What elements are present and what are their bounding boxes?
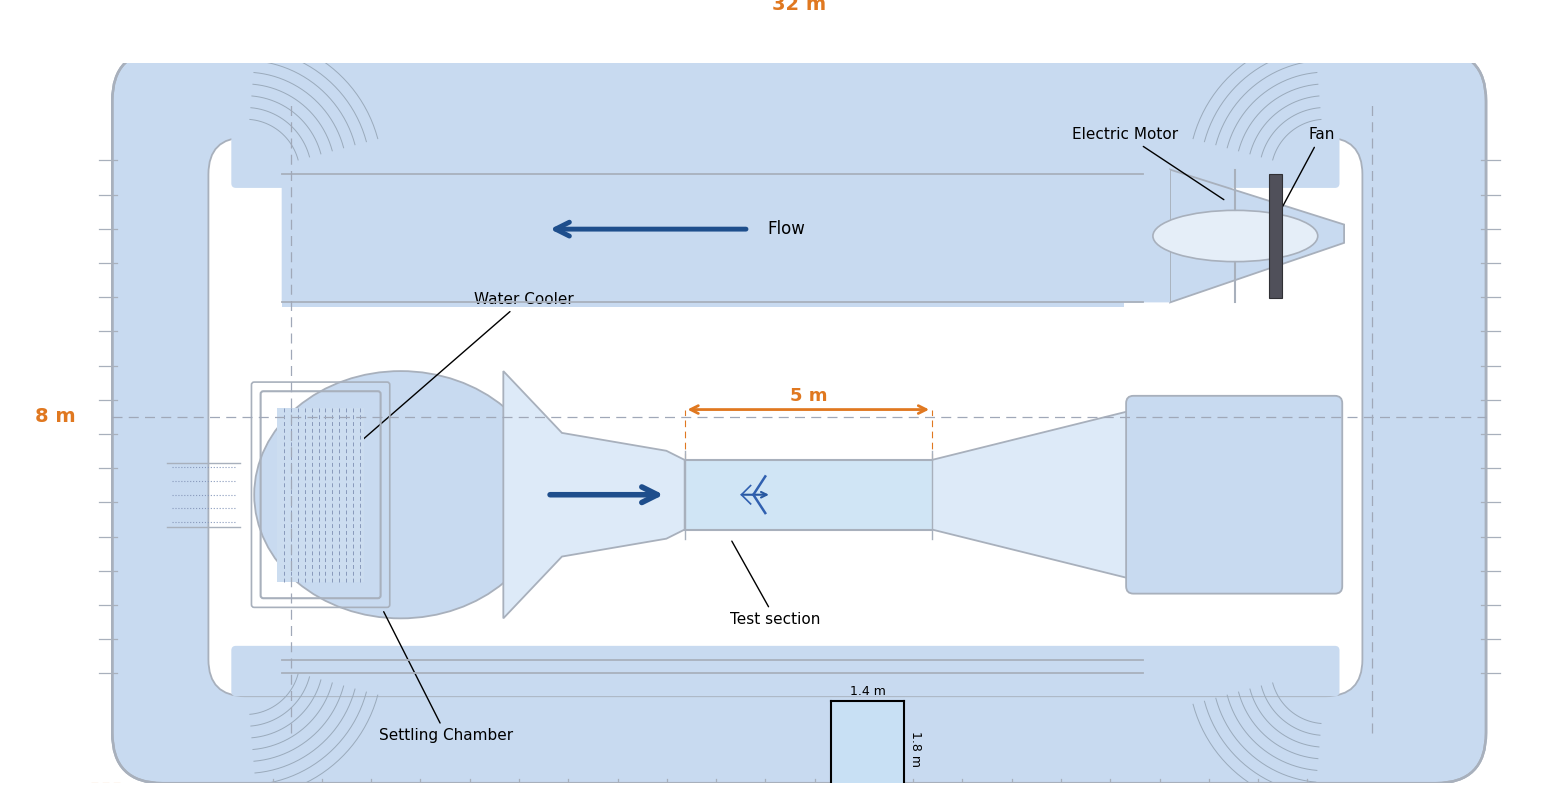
Text: 1.8 m: 1.8 m: [908, 731, 922, 767]
Polygon shape: [1170, 170, 1344, 303]
Text: Flow: Flow: [767, 220, 804, 238]
FancyBboxPatch shape: [231, 646, 1339, 696]
Text: 8 m: 8 m: [36, 407, 76, 426]
Text: Settling Chamber: Settling Chamber: [380, 612, 513, 744]
Text: Electric Motor: Electric Motor: [1073, 127, 1224, 200]
Bar: [1269, 174, 1282, 298]
Bar: [685, 460, 932, 530]
Polygon shape: [504, 371, 685, 619]
Ellipse shape: [1153, 211, 1318, 262]
Text: Test section: Test section: [730, 541, 822, 627]
Text: 5 m: 5 m: [789, 387, 828, 405]
FancyBboxPatch shape: [1127, 396, 1342, 593]
Ellipse shape: [254, 371, 547, 619]
Text: 32 m: 32 m: [772, 0, 826, 14]
Bar: [831, 701, 905, 786]
Text: 1.4 m: 1.4 m: [849, 685, 885, 698]
Bar: [277, 408, 364, 582]
Text: Water Cooler: Water Cooler: [307, 292, 574, 488]
FancyBboxPatch shape: [231, 87, 1339, 188]
Polygon shape: [282, 170, 1170, 303]
FancyBboxPatch shape: [112, 50, 1486, 783]
FancyBboxPatch shape: [208, 138, 1362, 696]
Bar: [282, 170, 1124, 307]
Text: Fan: Fan: [1277, 127, 1335, 218]
Polygon shape: [932, 408, 1142, 582]
